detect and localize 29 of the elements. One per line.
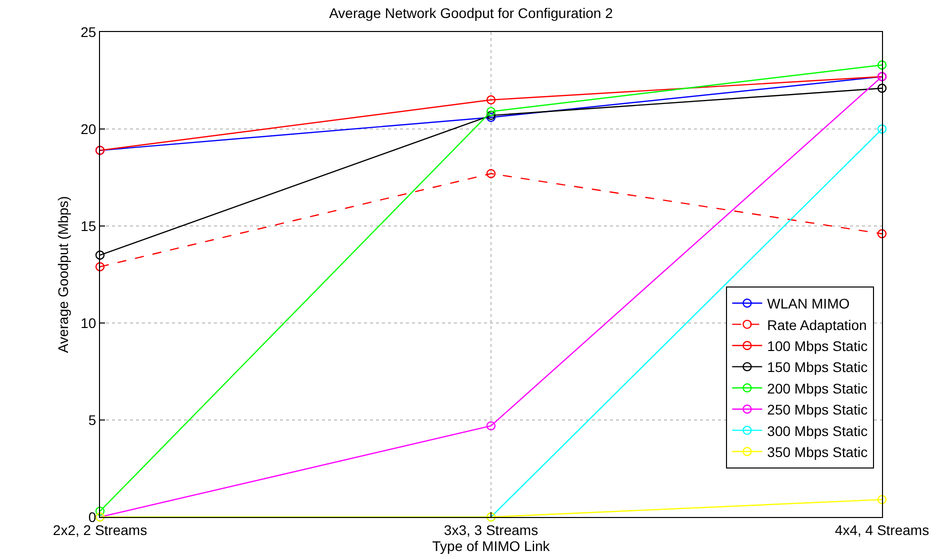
y-tick-label: 25 [80, 24, 96, 40]
point [486, 169, 496, 178]
point [486, 106, 496, 116]
legend-label: 200 Mbps Static [767, 380, 868, 396]
legend-label: 150 Mbps Static [767, 359, 868, 376]
chart-title: Average Network Goodput for Configuration 2 [329, 5, 614, 22]
point [877, 229, 887, 238]
legend-label: Rate Adaptation [767, 316, 867, 333]
legend-label: 100 Mbps Static [767, 338, 868, 354]
y-tick-label: 15 [80, 218, 96, 234]
y-tick-label: 10 [80, 314, 96, 331]
legend-label: 300 Mbps Static [767, 422, 868, 439]
point [95, 250, 105, 260]
legend-label: 250 Mbps Static [767, 402, 868, 418]
point [877, 60, 887, 70]
x-tick-label: 4x4, 4 Streams [834, 522, 930, 538]
point [95, 262, 105, 272]
y-axis-title: Average Goodput (Mbps) [55, 196, 72, 353]
point [486, 421, 496, 430]
legend-label: WLAN MIMO [767, 296, 850, 312]
x-tick-label: 3x3, 3 Streams [444, 522, 538, 538]
y-tick-label: 5 [88, 412, 96, 428]
point [877, 494, 887, 504]
x-axis-title: Type of MIMO Link [432, 538, 551, 554]
point [95, 506, 105, 516]
y-tick-label: 20 [80, 120, 96, 137]
point [877, 84, 887, 93]
point [877, 124, 887, 134]
legend-label: 350 Mbps Static [767, 444, 868, 460]
